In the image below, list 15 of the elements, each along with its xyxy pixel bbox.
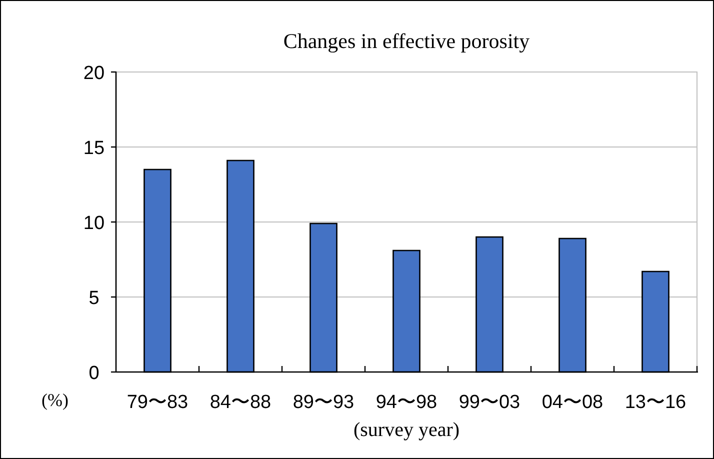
x-tick-label: 13〜16 [624, 392, 686, 413]
y-tick-label: 15 [83, 138, 105, 159]
x-tick-label: 89〜93 [292, 392, 354, 413]
y-axis-title: (%) [42, 390, 68, 410]
y-tick-label: 10 [83, 213, 105, 234]
y-tick-label: 5 [88, 288, 100, 309]
chart-title: Changes in effective porosity [283, 29, 530, 53]
y-tick-label: 0 [88, 363, 100, 384]
x-tick-label: 04〜08 [542, 392, 604, 413]
x-tick-label: 94〜98 [376, 392, 438, 413]
y-tick-label: 20 [83, 63, 105, 84]
x-tick-label: 99〜03 [458, 392, 520, 413]
x-axis-title: (survey year) [353, 419, 460, 441]
x-tick-label: 79〜83 [126, 392, 188, 413]
x-tick-label: 84〜88 [210, 392, 272, 413]
